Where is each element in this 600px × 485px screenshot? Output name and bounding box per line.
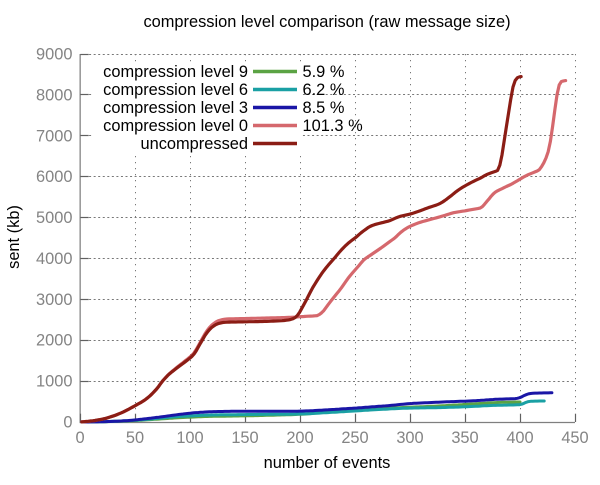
svg-text:350: 350 bbox=[451, 429, 478, 447]
svg-text:8000: 8000 bbox=[36, 86, 72, 104]
svg-text:7000: 7000 bbox=[36, 127, 72, 145]
svg-text:number of events: number of events bbox=[264, 454, 391, 472]
svg-text:6.2 %: 6.2 % bbox=[303, 81, 345, 99]
svg-text:6000: 6000 bbox=[36, 168, 72, 186]
svg-text:300: 300 bbox=[396, 429, 423, 447]
svg-text:450: 450 bbox=[561, 429, 588, 447]
svg-text:uncompressed: uncompressed bbox=[140, 135, 248, 153]
svg-text:8.5 %: 8.5 % bbox=[303, 99, 345, 117]
svg-text:3000: 3000 bbox=[36, 291, 72, 309]
svg-text:0: 0 bbox=[75, 429, 84, 447]
svg-text:400: 400 bbox=[506, 429, 533, 447]
svg-text:compression level 6: compression level 6 bbox=[103, 81, 248, 99]
svg-text:150: 150 bbox=[231, 429, 258, 447]
svg-text:2000: 2000 bbox=[36, 332, 72, 350]
svg-text:compression level 9: compression level 9 bbox=[103, 63, 248, 81]
svg-text:50: 50 bbox=[126, 429, 144, 447]
svg-text:compression level 3: compression level 3 bbox=[103, 99, 248, 117]
svg-text:200: 200 bbox=[286, 429, 313, 447]
svg-text:100: 100 bbox=[176, 429, 203, 447]
svg-text:5.9 %: 5.9 % bbox=[303, 63, 345, 81]
svg-text:1000: 1000 bbox=[36, 373, 72, 391]
svg-text:250: 250 bbox=[341, 429, 368, 447]
svg-text:sent (kb): sent (kb) bbox=[5, 205, 23, 269]
svg-text:4000: 4000 bbox=[36, 250, 72, 268]
svg-text:0: 0 bbox=[63, 414, 72, 432]
svg-text:9000: 9000 bbox=[36, 46, 72, 64]
svg-text:compression level 0: compression level 0 bbox=[103, 117, 248, 135]
svg-text:compression level comparison (: compression level comparison (raw messag… bbox=[143, 13, 510, 31]
svg-text:5000: 5000 bbox=[36, 209, 72, 227]
svg-text:101.3 %: 101.3 % bbox=[303, 117, 363, 135]
